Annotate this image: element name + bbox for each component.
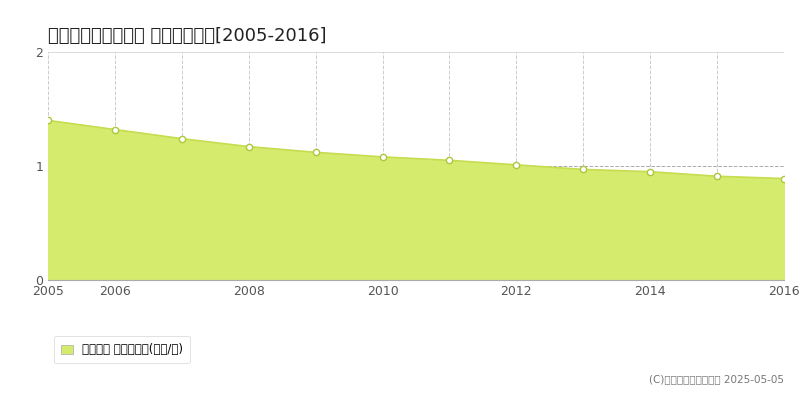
Text: (C)土地価格ドットコム 2025-05-05: (C)土地価格ドットコム 2025-05-05 bbox=[649, 374, 784, 384]
Legend: 基準地価 平均坪単価(万円/坪): 基準地価 平均坪単価(万円/坪) bbox=[54, 336, 190, 363]
Text: 東田川郡庄内町肝煎 基準地価推移[2005-2016]: 東田川郡庄内町肝煎 基準地価推移[2005-2016] bbox=[48, 27, 326, 45]
